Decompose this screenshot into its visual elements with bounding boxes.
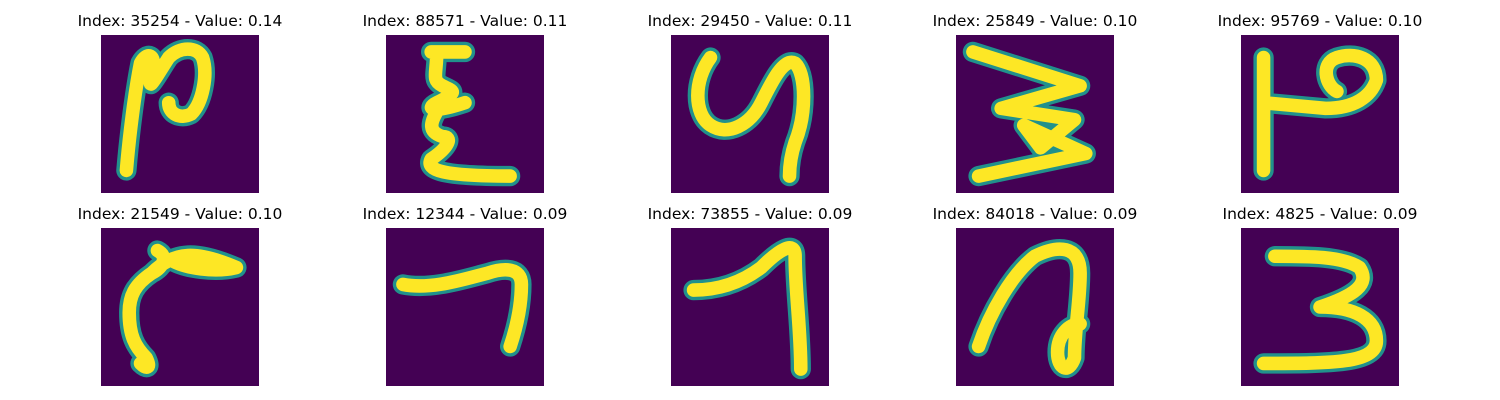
cell-title: Index: 35254 - Value: 0.14 bbox=[77, 12, 283, 30]
handwritten-digit-image bbox=[671, 228, 829, 386]
grid-cell: Index: 21549 - Value: 0.10 bbox=[50, 202, 310, 392]
handwritten-digit-image bbox=[671, 35, 829, 193]
handwritten-digit-image bbox=[386, 228, 544, 386]
cell-title: Index: 4825 - Value: 0.09 bbox=[1222, 205, 1418, 223]
handwritten-digit-image bbox=[1241, 35, 1399, 193]
grid-cell: Index: 35254 - Value: 0.14 bbox=[50, 9, 310, 199]
cell-title: Index: 29450 - Value: 0.11 bbox=[647, 12, 853, 30]
cell-title: Index: 84018 - Value: 0.09 bbox=[932, 205, 1138, 223]
grid-cell: Index: 84018 - Value: 0.09 bbox=[905, 202, 1165, 392]
grid-cell: Index: 25849 - Value: 0.10 bbox=[905, 9, 1165, 199]
handwritten-digit-image bbox=[386, 35, 544, 193]
handwritten-digit-image bbox=[1241, 228, 1399, 386]
grid-cell: Index: 95769 - Value: 0.10 bbox=[1190, 9, 1450, 199]
grid-cell: Index: 4825 - Value: 0.09 bbox=[1190, 202, 1450, 392]
handwritten-digit-image bbox=[101, 35, 259, 193]
cell-title: Index: 12344 - Value: 0.09 bbox=[362, 205, 568, 223]
cell-title: Index: 21549 - Value: 0.10 bbox=[77, 205, 283, 223]
cell-title: Index: 73855 - Value: 0.09 bbox=[647, 205, 853, 223]
handwritten-digit-image bbox=[101, 228, 259, 386]
grid-cell: Index: 12344 - Value: 0.09 bbox=[335, 202, 595, 392]
cell-title: Index: 25849 - Value: 0.10 bbox=[932, 12, 1138, 30]
grid-cell: Index: 88571 - Value: 0.11 bbox=[335, 9, 595, 199]
handwritten-digit-image bbox=[956, 228, 1114, 386]
cell-title: Index: 95769 - Value: 0.10 bbox=[1217, 12, 1423, 30]
grid-cell: Index: 73855 - Value: 0.09 bbox=[620, 202, 880, 392]
handwritten-digit-image bbox=[956, 35, 1114, 193]
grid-cell: Index: 29450 - Value: 0.11 bbox=[620, 9, 880, 199]
cell-title: Index: 88571 - Value: 0.11 bbox=[362, 12, 568, 30]
